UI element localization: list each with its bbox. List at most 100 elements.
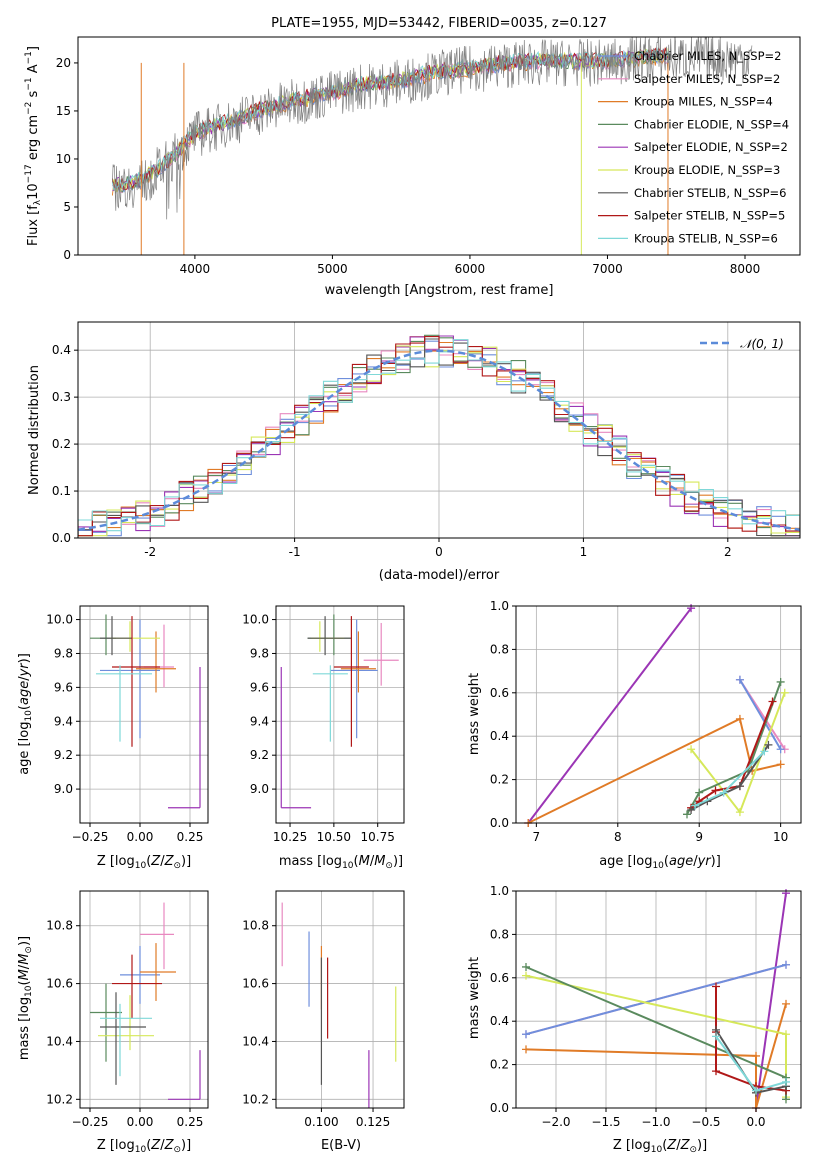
- marker-salpeter_stelib: [712, 1067, 720, 1076]
- spectrum-lines: [111, 37, 753, 255]
- p5-ylabel: mass weight: [467, 673, 482, 755]
- legend-label-chabrier_miles: Chabrier MILES, N_SSP=2: [634, 49, 781, 63]
- x-tick-label: 6000: [455, 262, 486, 276]
- p5-xlabel: age [log10(age/yr)]: [599, 854, 721, 871]
- mass-vs-ebv-panel: 0.100 0.125 10.2 10.4 10.6 10.8: [242, 890, 405, 1129]
- y-tick-label: 10.8: [46, 919, 73, 933]
- legend-label-kroupa_elodie: Kroupa ELODIE, N_SSP=3: [634, 163, 780, 177]
- marker-kroupa_stelib: [760, 747, 769, 756]
- y-tick-label: 15: [56, 104, 71, 118]
- marker-kroupa_stelib: [712, 1032, 720, 1041]
- model-salpeter_miles: [111, 50, 669, 194]
- y-tick-label: 0.8: [490, 642, 509, 656]
- marker-kroupa_stelib: [691, 801, 700, 810]
- y-tick-label: 20: [56, 56, 71, 70]
- x-tick-label: 1: [580, 545, 588, 559]
- legend-label-salpeter_stelib: Salpeter STELIB, N_SSP=5: [634, 209, 785, 223]
- spectrum-xlabel: wavelength [Angstrom, rest frame]: [325, 283, 554, 298]
- histogram-legend: 𝒩(0, 1): [700, 337, 784, 351]
- gaussian-legend-label: 𝒩(0, 1): [740, 337, 784, 351]
- x-tick-label: 0.0: [746, 1115, 765, 1129]
- spectrum-ylabel: Flux [fλ10−17 erg cm−2 s−1 A−1]: [24, 46, 43, 246]
- y-tick-label: 0.4: [490, 1014, 509, 1028]
- marker-chabrier_elodie: [782, 1095, 790, 1104]
- y-tick-label: 0.0: [490, 1101, 509, 1115]
- marker-salpeter_stelib: [712, 982, 720, 991]
- marker-salpeter_elodie: [782, 889, 790, 898]
- y-tick-label: 9.0: [250, 782, 269, 796]
- x-tick-label: -2: [144, 545, 156, 559]
- y-tick-label: 10.4: [242, 1034, 269, 1048]
- line-chabrier_elodie: [686, 681, 782, 815]
- histogram-salpeter_stelib: [78, 336, 800, 537]
- x-tick-label: 5000: [317, 262, 348, 276]
- line-chabrier_miles: [525, 963, 787, 1036]
- marker-salpeter_stelib: [711, 786, 720, 795]
- histogram-xlabel: (data-model)/error: [379, 568, 500, 583]
- y-tick-label: 0.0: [52, 531, 71, 545]
- y-tick-label: 0.8: [490, 927, 509, 941]
- x-tick-label: 4000: [180, 262, 211, 276]
- panel-frame: [275, 890, 405, 1109]
- panel-frame: [79, 605, 209, 824]
- y-tick-label: 0.1: [52, 484, 71, 498]
- x-tick-label: -1: [289, 545, 301, 559]
- x-tick-label: 0.125: [356, 1115, 390, 1129]
- y-tick-label: 10.2: [46, 1092, 73, 1106]
- y-tick-label: 0.2: [490, 773, 509, 787]
- panel-frame: [515, 605, 802, 824]
- x-tick-label: 7: [533, 830, 541, 844]
- histogram-ylabel: Normed distribution: [27, 365, 42, 495]
- marker-kroupa_stelib: [752, 1086, 760, 1095]
- marker-kroupa_elodie: [735, 808, 744, 817]
- legend-label-salpeter_miles: Salpeter MILES, N_SSP=2: [634, 72, 780, 86]
- legend-label-kroupa_miles: Kroupa MILES, N_SSP=4: [634, 95, 773, 109]
- x-tick-label: −0.5: [691, 1115, 720, 1129]
- y-tick-label: 5: [63, 200, 71, 214]
- y-tick-label: 0: [63, 248, 71, 262]
- marker-kroupa_miles: [735, 714, 744, 723]
- marker-chabrier_miles: [782, 960, 790, 969]
- line-kroupa_miles: [525, 1003, 787, 1109]
- panel-frame: [275, 605, 405, 824]
- marker-chabrier_miles: [735, 675, 744, 684]
- histogram-steps: [78, 334, 800, 537]
- y-tick-label: 9.4: [54, 714, 73, 728]
- legend-label-kroupa_stelib: Kroupa STELIB, N_SSP=6: [634, 231, 778, 245]
- y-tick-label: 0.0: [490, 816, 509, 830]
- legend-label-chabrier_stelib: Chabrier STELIB, N_SSP=6: [634, 186, 786, 200]
- p4-xlabel: mass [log10(M/M⊙)]: [279, 854, 403, 871]
- age-vs-mass-panel: 10.25 10.50 10.75 9.0 9.2 9.4 9.6 9.8 10.0: [242, 605, 405, 844]
- marker-chabrier_miles: [776, 745, 785, 754]
- y-tick-label: 1.0: [490, 599, 509, 613]
- y-tick-label: 9.8: [54, 646, 73, 660]
- y-tick-label: 0.6: [490, 686, 509, 700]
- p7-xlabel: E(B-V): [321, 1138, 361, 1153]
- x-tick-label: 10.50: [317, 830, 351, 844]
- marker-kroupa_miles: [522, 1045, 530, 1054]
- legend-label-chabrier_elodie: Chabrier ELODIE, N_SSP=4: [634, 117, 789, 131]
- y-tick-label: 0.2: [490, 1058, 509, 1072]
- marker-kroupa_miles: [752, 1051, 760, 1060]
- y-tick-label: 0.2: [52, 437, 71, 451]
- y-tick-label: 0.3: [52, 390, 71, 404]
- x-tick-label: −0.25: [72, 1115, 109, 1129]
- y-tick-label: 10.6: [46, 977, 73, 991]
- y-tick-label: 9.6: [54, 680, 73, 694]
- p3-ylabel: age [log10(age/yr)]: [17, 653, 34, 775]
- y-tick-label: 9.6: [250, 680, 269, 694]
- y-tick-label: 10.0: [242, 613, 269, 627]
- y-tick-label: 9.2: [54, 748, 73, 762]
- x-tick-label: 0: [435, 545, 443, 559]
- line-kroupa_miles: [527, 717, 781, 824]
- y-tick-label: 9.8: [250, 646, 269, 660]
- y-tick-label: 10.2: [242, 1092, 269, 1106]
- mass-vs-metallicity-panel: −0.25 0.00 0.25 10.2 10.4 10.6 10.8: [46, 890, 209, 1129]
- legend-label-salpeter_elodie: Salpeter ELODIE, N_SSP=2: [634, 140, 788, 154]
- x-tick-label: −1.0: [641, 1115, 670, 1129]
- x-tick-label: 7000: [592, 262, 623, 276]
- y-tick-label: 9.2: [250, 748, 269, 762]
- y-tick-label: 10.6: [242, 977, 269, 991]
- marker-chabrier_elodie: [522, 962, 530, 971]
- x-tick-label: 10: [773, 830, 788, 844]
